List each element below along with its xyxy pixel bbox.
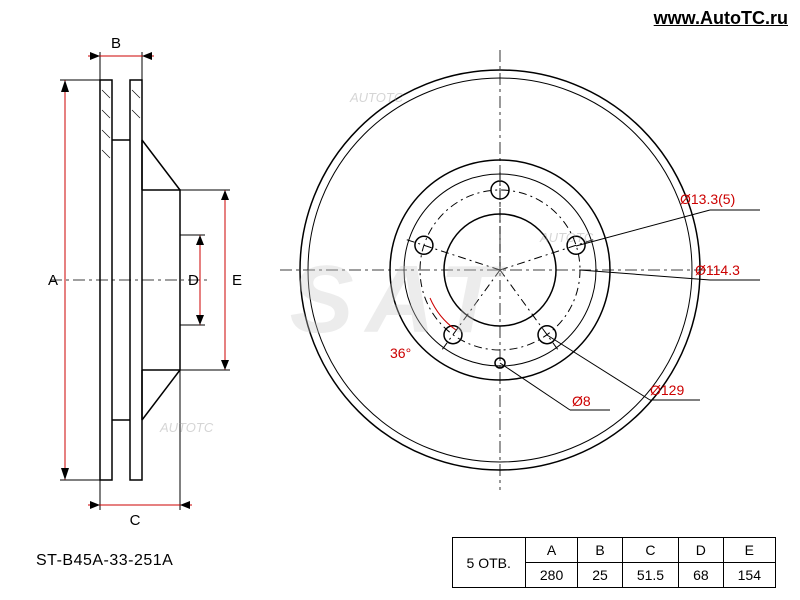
url-watermark: www.AutoTC.ru <box>654 8 788 29</box>
val-C: 51.5 <box>622 563 678 588</box>
angle-label: 36° <box>390 345 411 361</box>
val-A: 280 <box>525 563 577 588</box>
val-D: 68 <box>679 563 724 588</box>
callout-pcd: Ø114.3 <box>695 262 740 278</box>
col-C: C <box>622 538 678 563</box>
dimension-table: 5 ОТВ. A B C D E 280 25 51.5 68 154 <box>452 537 776 588</box>
callout-hole-dia: Ø13.3(5) <box>680 191 735 207</box>
faint-watermark-1: AUTOTC <box>160 420 213 435</box>
dim-E: E <box>232 272 242 289</box>
val-B: 25 <box>578 563 623 588</box>
side-view: A B C D E <box>48 35 242 529</box>
col-E: E <box>723 538 775 563</box>
dim-A: A <box>48 272 58 289</box>
dim-D: D <box>188 272 199 289</box>
table-header-left: 5 ОТВ. <box>452 538 525 588</box>
dim-C: C <box>130 512 141 529</box>
faint-watermark-3: AUTOTC <box>350 90 403 105</box>
col-A: A <box>525 538 577 563</box>
callout-small-hole: Ø8 <box>572 393 591 409</box>
front-view: 36° Ø13.3(5) Ø114.3 Ø8 Ø129 <box>280 50 760 490</box>
part-number: ST-B45A-33-251A <box>36 552 173 570</box>
col-B: B <box>578 538 623 563</box>
callout-inner-dia: Ø129 <box>650 382 684 398</box>
val-E: 154 <box>723 563 775 588</box>
dim-B: B <box>111 35 121 52</box>
col-D: D <box>679 538 724 563</box>
faint-watermark-2: AUTOTC <box>540 230 593 245</box>
